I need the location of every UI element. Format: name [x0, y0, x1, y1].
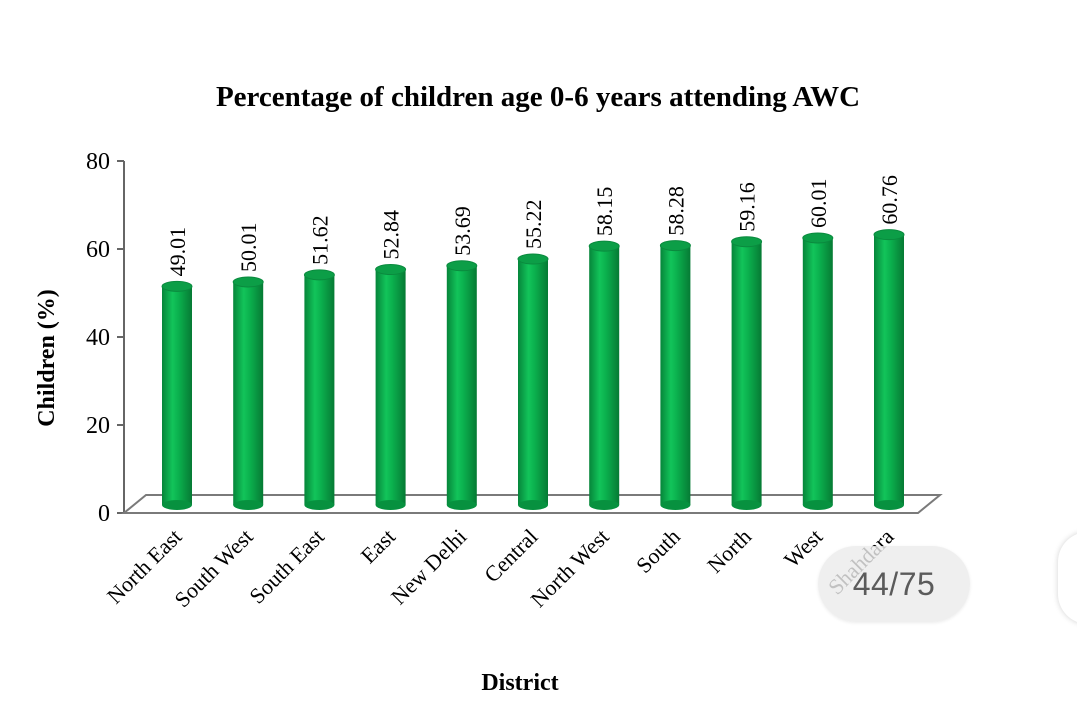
- x-tick-label: New Delhi: [386, 524, 472, 610]
- bar: [233, 281, 264, 505]
- data-label: 50.01: [236, 222, 261, 272]
- side-nav-button[interactable]: [1058, 532, 1077, 624]
- bar-base: [874, 500, 904, 510]
- data-label: 60.76: [877, 175, 902, 225]
- y-tick-label: 20: [86, 413, 110, 439]
- y-tick-label: 40: [86, 325, 110, 351]
- bar-base: [802, 500, 833, 510]
- x-tick-label: South East: [244, 524, 329, 609]
- x-tick-label: East: [356, 524, 400, 568]
- x-axis-label: District: [481, 670, 558, 696]
- data-label: 60.01: [806, 178, 831, 228]
- bar-top: [659, 240, 691, 252]
- value-labels: 49.01 50.01 51.62 52.84 53.69 55.22 58.15 58.28…: [165, 175, 902, 276]
- bar: [304, 274, 335, 505]
- bar: [874, 234, 904, 505]
- bar-base: [731, 500, 762, 510]
- bar: [802, 237, 833, 505]
- bar-top: [161, 280, 193, 292]
- bar: [375, 269, 406, 505]
- bar-top: [303, 269, 335, 281]
- data-label: 58.15: [592, 187, 617, 237]
- data-label: 51.62: [307, 215, 332, 265]
- y-tick-label: 60: [86, 237, 110, 263]
- x-tick-label: West: [779, 524, 827, 572]
- y-axis-label: Children (%): [34, 289, 60, 427]
- bar: [518, 259, 548, 505]
- bar-top: [731, 236, 763, 248]
- bar-base: [660, 500, 691, 510]
- x-tick-label: North West: [525, 524, 613, 612]
- y-tick-label: 80: [86, 149, 110, 175]
- data-label: 58.28: [663, 186, 688, 236]
- bar-base: [304, 500, 335, 510]
- bar-top: [802, 232, 834, 244]
- bar-top: [588, 240, 620, 252]
- bar: [660, 245, 691, 505]
- y-tick-label: 0: [98, 501, 110, 527]
- x-tick-label: South: [631, 524, 685, 578]
- x-tick-label: North: [702, 524, 756, 578]
- bar-base: [589, 500, 620, 510]
- bar-base: [518, 500, 548, 510]
- bar: [731, 241, 762, 506]
- data-label: 49.01: [165, 227, 190, 277]
- bar-base: [446, 500, 477, 510]
- x-tick-label: Central: [479, 524, 542, 587]
- data-label: 55.22: [521, 200, 546, 250]
- bars: [161, 229, 905, 510]
- x-tick-label: South West: [169, 524, 257, 612]
- bar-base: [375, 500, 406, 510]
- bar: [162, 286, 192, 505]
- bar-top: [232, 276, 264, 288]
- data-label: 53.69: [450, 206, 475, 256]
- page-indicator: 44/75: [818, 546, 970, 622]
- bar-top: [375, 264, 407, 276]
- bar-top: [873, 229, 905, 241]
- data-label: 52.84: [379, 210, 404, 260]
- data-label: 59.16: [735, 182, 760, 232]
- bar-top: [517, 253, 549, 265]
- bar-base: [233, 500, 264, 510]
- bar-base: [162, 500, 192, 510]
- bar: [589, 246, 620, 505]
- bar: [446, 265, 477, 505]
- bar-top: [446, 260, 478, 272]
- chart-title: Percentage of children age 0-6 years att…: [216, 81, 860, 113]
